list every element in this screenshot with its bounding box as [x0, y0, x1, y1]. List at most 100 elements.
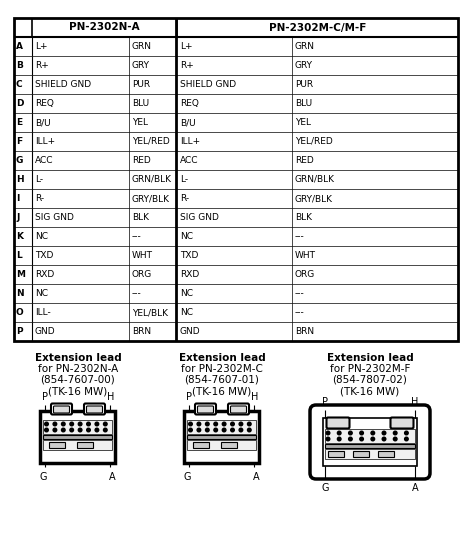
Circle shape [206, 428, 209, 432]
Circle shape [214, 428, 218, 432]
Circle shape [70, 428, 73, 432]
Circle shape [45, 422, 48, 426]
Circle shape [222, 428, 226, 432]
Circle shape [78, 422, 82, 426]
Circle shape [382, 431, 386, 435]
Circle shape [197, 428, 201, 432]
Text: NC: NC [35, 232, 48, 241]
Text: for PN-2302M-F: for PN-2302M-F [330, 364, 410, 374]
Circle shape [337, 437, 341, 441]
Circle shape [360, 437, 364, 441]
Bar [323, 418, 417, 466]
Bar [184, 411, 259, 463]
Circle shape [222, 422, 226, 426]
Text: B/U: B/U [180, 118, 196, 127]
Text: PN-2302N-A: PN-2302N-A [69, 23, 139, 32]
Text: GRY/BLK: GRY/BLK [132, 194, 170, 203]
Text: B/U: B/U [35, 118, 51, 127]
Text: E: E [16, 118, 22, 127]
Text: L: L [16, 251, 22, 260]
Text: GRY: GRY [132, 61, 150, 70]
Circle shape [337, 431, 341, 435]
Bar [188, 435, 256, 439]
Text: ---: --- [132, 232, 142, 241]
Text: D: D [16, 99, 24, 108]
FancyBboxPatch shape [228, 404, 249, 415]
Text: K: K [16, 232, 23, 241]
Circle shape [247, 422, 251, 426]
Text: NC: NC [180, 308, 193, 317]
Text: GND: GND [35, 327, 55, 336]
Circle shape [326, 437, 330, 441]
Text: ILL+: ILL+ [180, 137, 200, 146]
Circle shape [239, 428, 243, 432]
Text: BLK: BLK [295, 213, 312, 222]
Circle shape [348, 431, 352, 435]
Text: I: I [16, 194, 19, 203]
Text: BLU: BLU [295, 99, 312, 108]
Text: RED: RED [132, 156, 151, 165]
Bar [378, 451, 394, 457]
FancyBboxPatch shape [391, 417, 413, 428]
Text: WHT: WHT [295, 251, 316, 260]
FancyBboxPatch shape [327, 417, 349, 428]
Text: YEL/RED: YEL/RED [132, 137, 170, 146]
Text: C: C [16, 80, 23, 89]
Text: L+: L+ [35, 42, 47, 51]
FancyBboxPatch shape [86, 406, 102, 413]
Circle shape [231, 428, 234, 432]
Bar [328, 451, 344, 457]
Text: G: G [40, 472, 47, 482]
Circle shape [197, 422, 201, 426]
Circle shape [247, 428, 251, 432]
Text: YEL/RED: YEL/RED [295, 137, 333, 146]
Text: ORG: ORG [132, 270, 152, 279]
Text: GRY: GRY [295, 61, 313, 70]
Text: RXD: RXD [35, 270, 54, 279]
Text: YEL: YEL [295, 118, 311, 127]
Bar [14, 18, 458, 341]
Text: Extension lead: Extension lead [35, 353, 121, 363]
Bar [44, 435, 112, 439]
Text: ORG: ORG [295, 270, 315, 279]
FancyBboxPatch shape [54, 406, 70, 413]
Text: PUR: PUR [132, 80, 150, 89]
Text: H: H [16, 175, 24, 184]
Text: GRN: GRN [132, 42, 152, 51]
Text: BLU: BLU [132, 99, 149, 108]
Text: PUR: PUR [295, 80, 313, 89]
FancyBboxPatch shape [84, 404, 105, 415]
Text: ---: --- [132, 289, 142, 298]
Text: M: M [16, 270, 25, 279]
Circle shape [78, 428, 82, 432]
Text: ACC: ACC [35, 156, 54, 165]
Text: Extension lead: Extension lead [327, 353, 413, 363]
Text: BRN: BRN [295, 327, 314, 336]
Text: B: B [16, 61, 23, 70]
Text: RXD: RXD [180, 270, 199, 279]
Text: H: H [411, 397, 419, 407]
Text: ILL+: ILL+ [35, 137, 55, 146]
Circle shape [393, 431, 397, 435]
FancyBboxPatch shape [310, 405, 430, 479]
Text: (854-7807-02): (854-7807-02) [333, 375, 408, 385]
Circle shape [382, 437, 386, 441]
Circle shape [70, 422, 73, 426]
Circle shape [214, 422, 218, 426]
Bar [221, 442, 237, 448]
Circle shape [348, 437, 352, 441]
Circle shape [103, 428, 107, 432]
Bar [40, 411, 116, 463]
Circle shape [360, 431, 364, 435]
Text: ACC: ACC [180, 156, 199, 165]
Text: NC: NC [35, 289, 48, 298]
Circle shape [326, 431, 330, 435]
Text: TXD: TXD [35, 251, 54, 260]
Text: GRN/BLK: GRN/BLK [132, 175, 172, 184]
Text: NC: NC [180, 232, 193, 241]
Circle shape [189, 422, 192, 426]
Text: SHIELD GND: SHIELD GND [35, 80, 91, 89]
Circle shape [53, 422, 57, 426]
Bar [188, 440, 256, 450]
Text: A: A [412, 483, 419, 493]
